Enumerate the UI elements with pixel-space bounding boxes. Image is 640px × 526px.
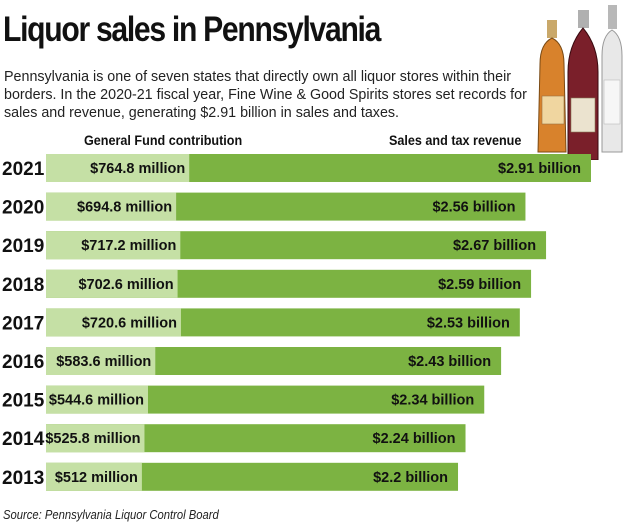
chart-title: Liquor sales in Pennsylvania — [3, 10, 381, 49]
general-fund-column-header: General Fund contribution — [84, 132, 243, 148]
revenue-value-label: $2.43 billion — [408, 354, 491, 370]
revenue-value-label: $2.2 billion — [373, 470, 448, 486]
revenue-value-label: $2.59 billion — [438, 277, 521, 293]
amber-bottle-icon — [537, 20, 567, 153]
general-fund-bar — [46, 231, 181, 260]
revenue-value-label: $2.91 billion — [498, 161, 581, 177]
general-fund-bar — [46, 269, 178, 298]
white-bottle-icon — [601, 5, 623, 153]
source-note: Source: Pennsylvania Liquor Control Boar… — [3, 508, 219, 522]
year-label: 2014 — [2, 429, 45, 450]
year-label: 2017 — [2, 313, 44, 334]
year-label: 2018 — [2, 275, 44, 296]
general-fund-value-label: $764.8 million — [90, 161, 185, 177]
general-fund-value-label: $512 million — [55, 470, 138, 486]
general-fund-bar — [46, 308, 181, 337]
general-fund-bar — [46, 424, 145, 453]
year-label: 2016 — [2, 352, 44, 373]
year-label: 2013 — [2, 468, 44, 489]
intro-paragraph: Pennsylvania is one of seven states that… — [4, 69, 527, 121]
revenue-value-label: $2.53 billion — [427, 315, 510, 331]
revenue-value-label: $2.56 billion — [432, 200, 515, 216]
year-label: 2021 — [2, 159, 45, 180]
general-fund-bar — [46, 385, 148, 414]
general-fund-value-label: $544.6 million — [49, 393, 144, 409]
general-fund-bar — [46, 154, 190, 182]
revenue-value-label: $2.24 billion — [373, 431, 456, 447]
general-fund-value-label: $583.6 million — [56, 354, 151, 370]
general-fund-bar — [46, 462, 142, 491]
general-fund-bar — [46, 192, 177, 221]
year-label: 2020 — [2, 198, 44, 219]
year-label: 2019 — [2, 236, 44, 257]
year-label: 2015 — [2, 391, 45, 412]
sales-revenue-column-header: Sales and tax revenue — [389, 132, 522, 148]
general-fund-value-label: $694.8 million — [77, 200, 172, 216]
red-wine-bottle-icon — [567, 10, 599, 160]
revenue-value-label: $2.34 billion — [391, 393, 474, 409]
general-fund-value-label: $702.6 million — [78, 277, 173, 293]
general-fund-value-label: $720.6 million — [82, 315, 177, 331]
general-fund-bar — [46, 347, 156, 375]
general-fund-value-label: $717.2 million — [81, 238, 176, 254]
revenue-value-label: $2.67 billion — [453, 238, 536, 254]
liquor-bottles-illustration — [537, 5, 623, 160]
general-fund-value-label: $525.8 million — [45, 431, 140, 447]
